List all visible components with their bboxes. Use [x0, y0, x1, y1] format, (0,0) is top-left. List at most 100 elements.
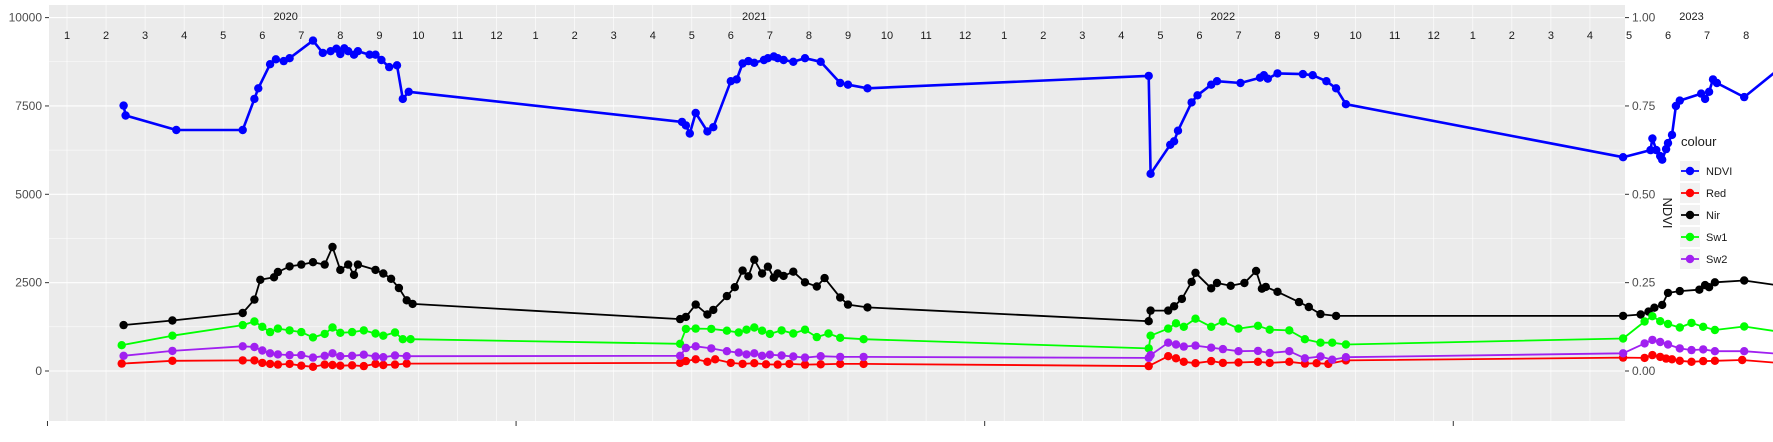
- month-label: 2: [103, 30, 109, 42]
- point-nir: [1187, 277, 1196, 287]
- point-sw1: [1328, 338, 1337, 347]
- point-nir: [1146, 306, 1155, 315]
- point-nir: [1663, 288, 1673, 298]
- point-nir: [1294, 297, 1304, 307]
- point-sw1: [390, 328, 400, 337]
- point-sw2: [1164, 338, 1173, 347]
- point-nir: [256, 275, 265, 284]
- point-sw1: [320, 329, 329, 339]
- legend-label-ndvi: NDVI: [1706, 166, 1732, 178]
- point-sw1: [812, 332, 821, 342]
- point-ndvi: [732, 75, 741, 84]
- point-nir: [1636, 310, 1645, 319]
- point-sw1: [1300, 335, 1310, 344]
- point-ndvi: [250, 94, 259, 104]
- point-nir: [353, 260, 363, 269]
- point-sw1: [836, 333, 845, 342]
- month-label: 8: [337, 30, 343, 42]
- point-red: [816, 360, 825, 369]
- point-nir: [273, 267, 283, 277]
- point-ndvi: [1212, 77, 1222, 86]
- month-label: 9: [376, 30, 382, 42]
- point-red: [379, 360, 388, 370]
- point-nir: [1144, 317, 1153, 326]
- point-sw1: [1675, 323, 1685, 332]
- point-red: [1687, 357, 1696, 366]
- point-sw1: [336, 328, 345, 337]
- point-ndvi: [365, 50, 374, 59]
- point-sw2: [238, 342, 247, 351]
- point-nir: [681, 312, 691, 322]
- point-sw2: [1146, 350, 1155, 360]
- point-ndvi: [1646, 145, 1655, 155]
- point-nir: [238, 308, 247, 318]
- month-label: 6: [1665, 30, 1671, 42]
- point-sw2: [1699, 345, 1708, 354]
- legend-label-sw1: Sw1: [1706, 232, 1727, 244]
- point-sw2: [1218, 344, 1228, 354]
- point-sw1: [308, 333, 318, 342]
- point-sw1: [757, 326, 767, 335]
- legend-key-point: [1685, 188, 1695, 198]
- month-label: 2: [572, 30, 578, 42]
- point-red: [1265, 358, 1274, 368]
- point-nir: [1207, 284, 1216, 293]
- point-sw1: [1191, 314, 1200, 323]
- point-sw2: [1253, 346, 1263, 356]
- point-nir: [168, 316, 177, 325]
- point-ndvi: [1331, 84, 1341, 93]
- month-label: 7: [1704, 30, 1710, 42]
- point-ndvi: [265, 59, 275, 69]
- point-ndvi: [271, 55, 281, 64]
- point-nir: [722, 291, 732, 301]
- month-label: 7: [767, 30, 773, 42]
- point-ndvi: [1667, 130, 1677, 140]
- point-sw1: [406, 335, 415, 344]
- left-tick-label: 10000: [9, 11, 43, 25]
- point-nir: [320, 260, 329, 269]
- point-sw2: [777, 351, 786, 360]
- point-sw2: [789, 352, 798, 361]
- point-red: [1738, 355, 1747, 365]
- point-sw2: [1710, 347, 1720, 356]
- point-sw2: [1265, 348, 1274, 358]
- point-nir: [800, 278, 810, 287]
- point-sw2: [402, 352, 411, 361]
- point-nir: [763, 262, 773, 271]
- point-nir: [1704, 283, 1714, 292]
- point-nir: [250, 295, 259, 304]
- right-tick-label: 0.00: [1632, 364, 1656, 378]
- point-red: [1675, 356, 1685, 365]
- point-nir: [371, 265, 380, 275]
- point-sw2: [1171, 340, 1181, 349]
- point-sw1: [347, 327, 357, 337]
- point-ndvi: [398, 94, 407, 104]
- point-nir: [1164, 306, 1173, 315]
- point-red: [336, 361, 345, 370]
- month-label: 12: [959, 30, 971, 42]
- month-label: 4: [1587, 30, 1593, 42]
- point-sw2: [371, 352, 380, 361]
- point-sw1: [117, 341, 126, 350]
- point-red: [297, 361, 306, 370]
- point-ndvi: [121, 111, 130, 120]
- point-ndvi: [353, 47, 363, 56]
- point-red: [347, 361, 357, 370]
- point-ndvi: [377, 55, 386, 65]
- point-ndvi: [371, 50, 380, 59]
- point-sw2: [742, 350, 751, 359]
- point-sw1: [379, 331, 388, 340]
- grid-lines: [49, 5, 1747, 421]
- point-red: [1312, 359, 1321, 368]
- point-ndvi: [308, 36, 318, 45]
- point-sw1: [1218, 317, 1228, 326]
- legend-label-nir: Nir: [1706, 210, 1720, 222]
- point-red: [1285, 357, 1294, 366]
- point-nir: [285, 262, 294, 271]
- point-sw2: [285, 350, 294, 360]
- point-red: [1648, 350, 1657, 360]
- legend-key-point: [1685, 166, 1695, 176]
- series-line-nir: [123, 246, 1773, 326]
- point-nir: [1710, 278, 1720, 287]
- point-ndvi: [1146, 169, 1155, 178]
